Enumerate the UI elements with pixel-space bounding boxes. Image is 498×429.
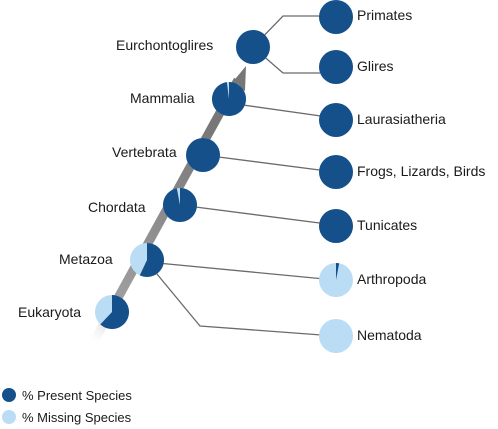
label-eukaryota: Eukaryota [18,304,81,320]
pie-vertebrata-present-slice [186,138,220,172]
label-frogs-lizards-birds: Frogs, Lizards, Birds [357,163,485,179]
pie-arthropoda [319,263,353,297]
leaf-laurasiatheria: Laurasiatheria [319,103,446,137]
connector-metazoa-nematoda [146,261,336,337]
leaf-frogs-lizards-birds: Frogs, Lizards, Birds [319,155,485,189]
pie-primates [319,0,353,34]
leaf-nematoda: Nematoda [319,319,422,353]
legend-present-label: % Present Species [22,388,132,403]
node-mammalia: Mammalia [130,82,247,116]
pie-tunicates [319,209,353,243]
node-chordata: Chordata [88,188,197,223]
label-glires: Glires [357,58,394,74]
legend-missing-label: % Missing Species [22,410,132,425]
pie-frogs-lizards-birds-present-slice [319,155,353,189]
label-tunicates: Tunicates [357,217,417,233]
pie-glires-present-slice [319,50,353,84]
connector-mammalia-laurasiatheria [228,102,336,119]
connector-lines [146,15,336,337]
pie-metazoa-present-slice [139,243,165,277]
pie-arthropoda-present-slice [336,263,340,280]
pie-euarchontoglires-present-slice [236,30,270,64]
connector-vertebrata-frogs [202,154,336,173]
node-vertebrata: Vertebrata [112,138,220,172]
pie-nematoda [319,319,353,353]
leaf-primates: Primates [319,0,412,34]
pie-frogs-lizards-birds [319,155,353,189]
label-nematoda: Nematoda [357,327,422,343]
label-mammalia: Mammalia [130,90,195,106]
pie-chordata-present-slice [162,188,197,223]
legend-missing-swatch [2,410,16,424]
pie-laurasiatheria-present-slice [319,103,353,137]
connector-chordata-tunicates [179,204,336,226]
pie-nematoda-missing-slice [319,319,353,353]
connector-metazoa-arthropoda [146,261,336,281]
label-euarchontoglires: Eurchontoglires [116,37,213,53]
label-primates: Primates [357,7,412,23]
pie-mammalia [212,82,247,116]
label-arthropoda: Arthropoda [357,271,426,287]
legend: % Present Species % Missing Species [2,388,132,425]
node-metazoa: Metazoa [59,243,165,277]
pie-laurasiatheria [319,103,353,137]
pie-primates-present-slice [319,0,353,34]
pie-vertebrata [186,138,220,172]
pie-chordata [162,188,197,223]
pie-tunicates-present-slice [319,209,353,243]
label-metazoa: Metazoa [59,251,113,267]
label-chordata: Chordata [88,199,146,215]
legend-present-swatch [2,388,16,402]
pie-metazoa [130,243,165,277]
pie-euarchontoglires [236,30,270,64]
pie-mammalia-present-slice [212,82,247,116]
pie-eukaryota-present-slice [100,295,130,330]
leaf-glires: Glires [319,50,394,84]
node-eukaryota: Eukaryota [18,295,130,330]
leaf-arthropoda: Arthropoda [319,263,426,297]
pie-eukaryota [95,295,130,330]
label-vertebrata: Vertebrata [112,144,177,160]
leaf-tunicates: Tunicates [319,209,417,243]
label-laurasiatheria: Laurasiatheria [357,111,446,127]
pie-glires [319,50,353,84]
node-euarchontoglires: Eurchontoglires [116,30,270,64]
